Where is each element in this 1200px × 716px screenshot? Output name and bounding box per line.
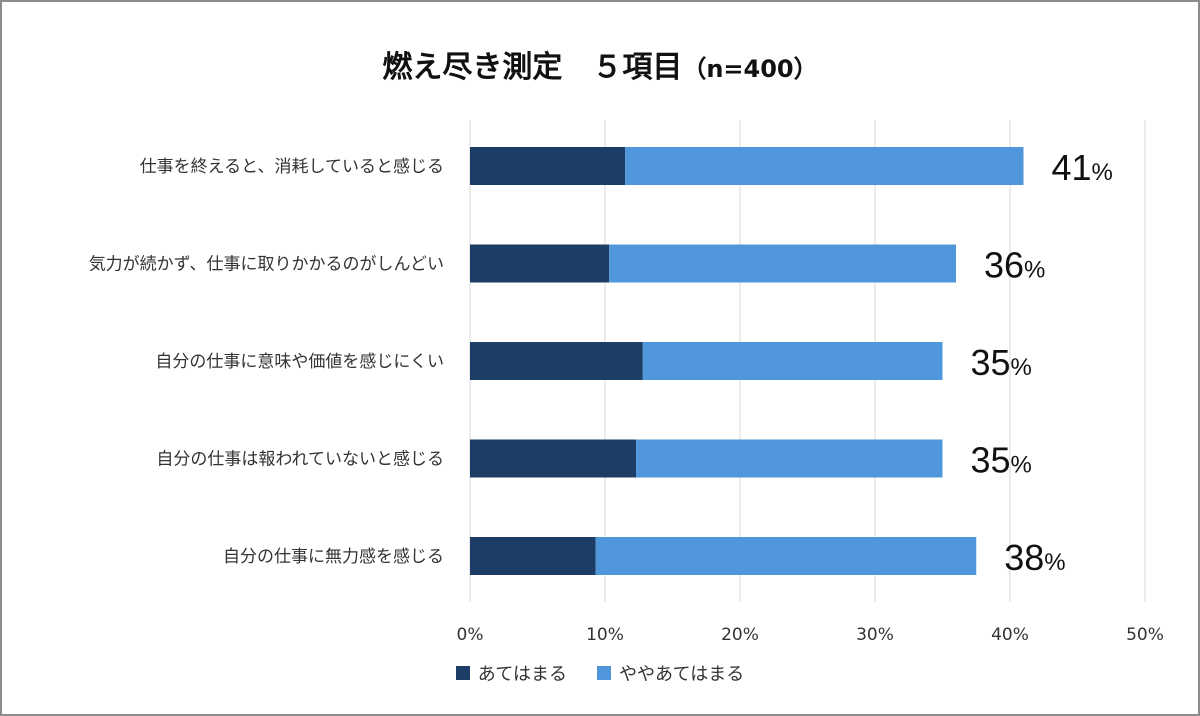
chart-title-sub: （n=400） [682, 55, 818, 83]
bar-segment-yaya-atehamaru [625, 147, 1024, 185]
total-value-label: 35% [971, 440, 1032, 481]
category-label: 気力が続かず、仕事に取りかかるのがしんどい [89, 255, 444, 275]
total-value-percent-sign: % [1011, 452, 1032, 479]
total-value-number: 35 [971, 440, 1011, 481]
x-tick-label: 50% [1126, 625, 1164, 645]
legend-label-series1: あてはまる [477, 664, 567, 685]
legend-item-series1: あてはまる [455, 660, 567, 686]
total-value-percent-sign: % [1024, 257, 1045, 284]
bar-segment-atehamaru [470, 147, 626, 185]
legend-item-series2: ややあてはまる [597, 660, 744, 686]
total-value-label: 36% [984, 245, 1045, 286]
chart-title-main: 燃え尽き測定 ５項目 [382, 50, 683, 85]
bar-segment-atehamaru [470, 244, 610, 283]
category-label: 仕事を終えると、消耗していると感じる [140, 157, 444, 177]
bar-segment-yaya-atehamaru [595, 537, 977, 575]
total-value-number: 36 [984, 245, 1024, 286]
legend-label-series2: ややあてはまる [619, 664, 745, 685]
total-value-number: 41 [1052, 147, 1092, 188]
category-label: 自分の仕事は報われていないと感じる [156, 450, 444, 470]
total-value-label: 38% [1004, 537, 1065, 578]
total-value-number: 35 [971, 342, 1011, 383]
x-tick-label: 30% [856, 625, 894, 645]
total-value-number: 38 [1004, 537, 1044, 578]
x-tick-label: 10% [586, 625, 624, 645]
legend-swatch-series2 [597, 666, 611, 680]
x-tick-label: 40% [991, 625, 1029, 645]
bar-segment-yaya-atehamaru [642, 342, 943, 380]
total-value-percent-sign: % [1044, 549, 1065, 576]
bar-segment-yaya-atehamaru [636, 439, 943, 478]
total-value-percent-sign: % [1011, 354, 1032, 381]
total-value-label: 41% [1052, 147, 1113, 188]
legend: あてはまる ややあてはまる [2, 660, 1198, 686]
legend-swatch-series1 [455, 666, 470, 680]
x-tick-label: 20% [721, 625, 759, 645]
bar-segment-yaya-atehamaru [609, 244, 956, 283]
bar-segment-atehamaru [470, 537, 596, 575]
total-value-label: 35% [971, 342, 1032, 383]
category-label: 自分の仕事に意味や価値を感じにくい [155, 352, 444, 372]
x-tick-label: 0% [457, 625, 484, 645]
bar-segment-atehamaru [470, 342, 643, 380]
bar-segment-atehamaru [470, 439, 637, 478]
total-value-percent-sign: % [1092, 159, 1113, 186]
chart-title: 燃え尽き測定 ５項目（n=400） [2, 42, 1198, 86]
category-label: 自分の仕事に無力感を感じる [223, 547, 444, 567]
